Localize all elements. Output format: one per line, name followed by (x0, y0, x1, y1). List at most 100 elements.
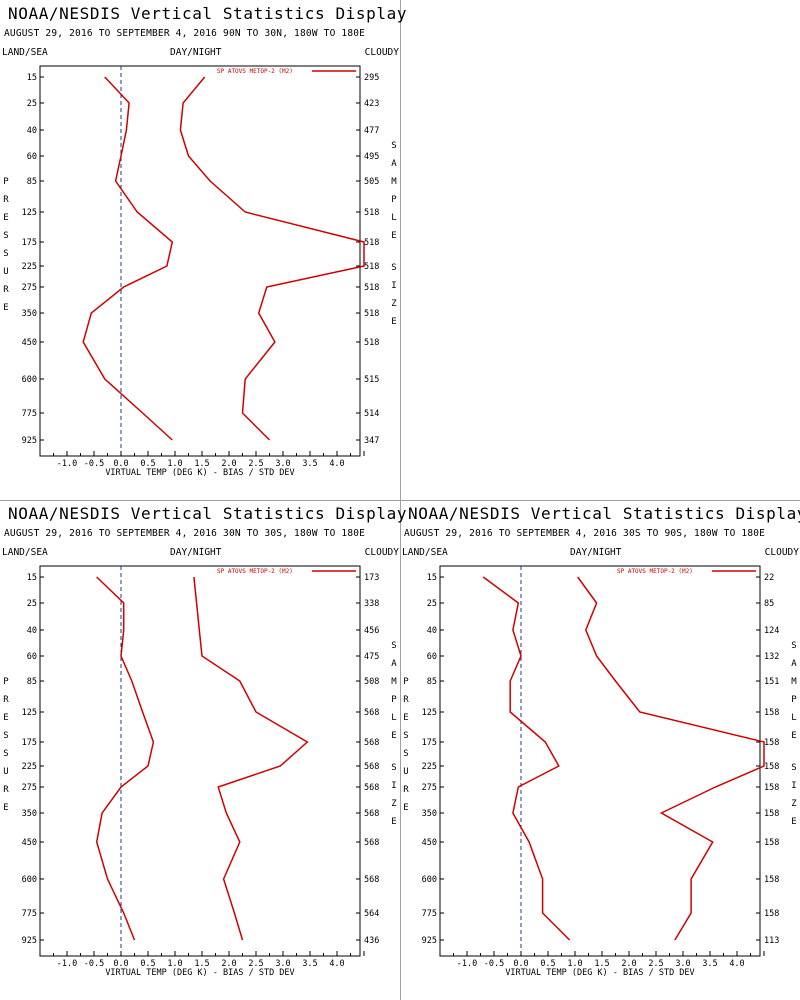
pressure-tick-label: 175 (22, 738, 37, 748)
pressure-tick-label: 60 (27, 652, 37, 662)
pressure-tick-label: 225 (422, 762, 437, 772)
cloudy-label: CLOUDY (364, 547, 399, 558)
sample-size-label: 518 (364, 283, 379, 293)
x-tick-label: 2.0 (221, 959, 236, 969)
x-tick-label: 2.5 (248, 959, 263, 969)
sample-size-label: 564 (364, 909, 379, 919)
day-night-label: DAY/NIGHT (170, 47, 222, 58)
pressure-tick-label: 600 (22, 375, 37, 385)
pressure-tick-label: 60 (427, 652, 437, 662)
plot-frame (39, 565, 361, 957)
sample-size-label: 477 (364, 126, 379, 136)
x-tick-label: -0.5 (84, 959, 104, 969)
x-tick-label: 3.0 (275, 459, 290, 469)
x-tick-label: 1.0 (167, 459, 182, 469)
day-night-label: DAY/NIGHT (570, 547, 622, 558)
x-tick-label: 4.0 (729, 959, 744, 969)
sample-size-label: 22 (764, 573, 774, 583)
x-tick-label: 0.0 (513, 959, 528, 969)
pressure-tick-label: 275 (22, 283, 37, 293)
sample-size-label: 295 (364, 73, 379, 83)
sample-size-label: 518 (364, 262, 379, 272)
x-tick-label: -1.0 (57, 959, 77, 969)
pressure-tick-label: 775 (22, 909, 37, 919)
x-axis-label: VIRTUAL TEMP (DEG K) - BIAS / STD DEV (105, 968, 294, 978)
pressure-tick-label: 775 (422, 909, 437, 919)
chart-title: NOAA/NESDIS Vertical Statistics Display (8, 504, 408, 523)
sample-size-label: 124 (764, 626, 779, 636)
cloudy-label: CLOUDY (364, 47, 399, 58)
pressure-tick-label: 85 (27, 177, 37, 187)
pressure-tick-label: 450 (422, 838, 437, 848)
sample-size-label: 518 (364, 238, 379, 248)
pressure-tick-label: 125 (22, 708, 37, 718)
sample-size-label: 514 (364, 409, 379, 419)
pressure-tick-label: 25 (27, 99, 37, 109)
pressure-tick-label: 25 (27, 599, 37, 609)
pressure-tick-label: 85 (27, 677, 37, 687)
pressure-tick-label: 15 (427, 573, 437, 583)
pressure-tick-label: 40 (27, 126, 37, 136)
chart-title: NOAA/NESDIS Vertical Statistics Display (408, 504, 800, 523)
chart-panel: NOAA/NESDIS Vertical Statistics Display … (0, 500, 406, 1000)
legend-label: SP ATOVS METOP-2 (M2) (217, 568, 293, 575)
sample-size-label: 568 (364, 838, 379, 848)
sample-size-label: 568 (364, 738, 379, 748)
sample-size-label: 518 (364, 309, 379, 319)
sample-size-label: 158 (764, 838, 779, 848)
sample-size-label: 568 (364, 783, 379, 793)
pressure-tick-label: 125 (22, 208, 37, 218)
x-tick-label: 3.0 (675, 959, 690, 969)
sample-size-label: 568 (364, 809, 379, 819)
x-tick-label: 1.5 (594, 959, 609, 969)
sample-size-label: 518 (364, 338, 379, 348)
pressure-tick-label: 225 (22, 762, 37, 772)
x-tick-label: 1.5 (194, 459, 209, 469)
x-tick-label: 2.0 (221, 459, 236, 469)
bias-profile-line (95, 576, 155, 941)
sample-size-label: 568 (364, 875, 379, 885)
profile-chart: 15 173 25 338 40 456 60 475 85 508 125 568 175 568 225… (3, 565, 397, 978)
x-tick-label: 4.0 (329, 459, 344, 469)
x-tick-label: 0.5 (140, 959, 155, 969)
pressure-tick-label: 775 (22, 409, 37, 419)
chart-panel: NOAA/NESDIS Vertical Statistics Display … (0, 0, 406, 500)
pressure-tick-label: 350 (22, 309, 37, 319)
pressure-tick-label: 600 (422, 875, 437, 885)
sample-size-label: 495 (364, 152, 379, 162)
x-tick-label: 1.5 (194, 959, 209, 969)
sample-size-label: 518 (364, 208, 379, 218)
sample-size-label: 505 (364, 177, 379, 187)
legend-label: SP ATOVS METOP-2 (M2) (217, 68, 293, 75)
x-tick-label: 0.0 (113, 959, 128, 969)
x-tick-label: -1.0 (57, 459, 77, 469)
sample-size-label: 113 (764, 936, 779, 946)
x-tick-label: -1.0 (457, 959, 477, 969)
chart-panel: NOAA/NESDIS Vertical Statistics Display … (400, 500, 800, 1000)
x-tick-label: 3.5 (302, 959, 317, 969)
pressure-tick-label: 15 (27, 73, 37, 83)
sample-size-label: 158 (764, 783, 779, 793)
pressure-tick-label: 40 (427, 626, 437, 636)
sample-size-label: 158 (764, 762, 779, 772)
chart-title: NOAA/NESDIS Vertical Statistics Display (8, 4, 408, 23)
sample-size-label: 568 (364, 708, 379, 718)
pressure-tick-label: 85 (427, 677, 437, 687)
sample-size-label: 158 (764, 875, 779, 885)
pressure-tick-label: 125 (422, 708, 437, 718)
horizontal-separator (0, 500, 800, 501)
x-tick-label: 0.5 (140, 459, 155, 469)
pressure-tick-label: 350 (22, 809, 37, 819)
pressure-tick-label: 925 (422, 936, 437, 946)
stddev-profile-line (193, 576, 309, 941)
sample-size-label: 173 (364, 573, 379, 583)
x-tick-label: -0.5 (84, 459, 104, 469)
sample-size-label: 515 (364, 375, 379, 385)
pressure-tick-label: 350 (422, 809, 437, 819)
pressure-tick-label: 450 (22, 338, 37, 348)
